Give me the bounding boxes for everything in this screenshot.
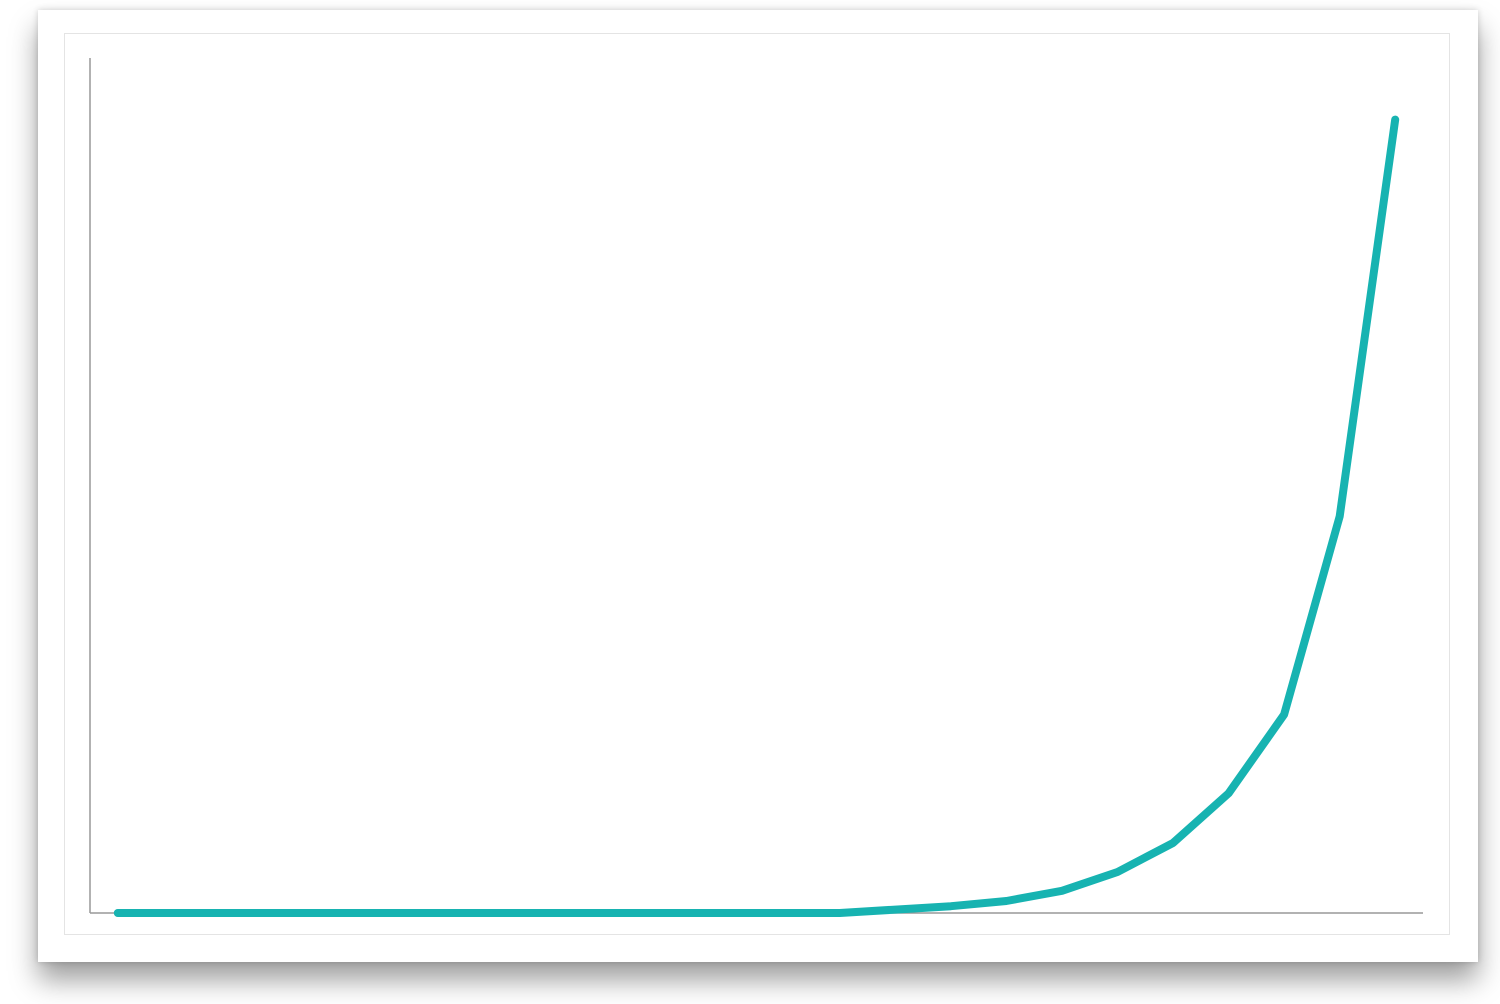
series-layer (113, 115, 1400, 917)
series-line-0 (113, 115, 1400, 917)
chart-frame (64, 33, 1450, 935)
